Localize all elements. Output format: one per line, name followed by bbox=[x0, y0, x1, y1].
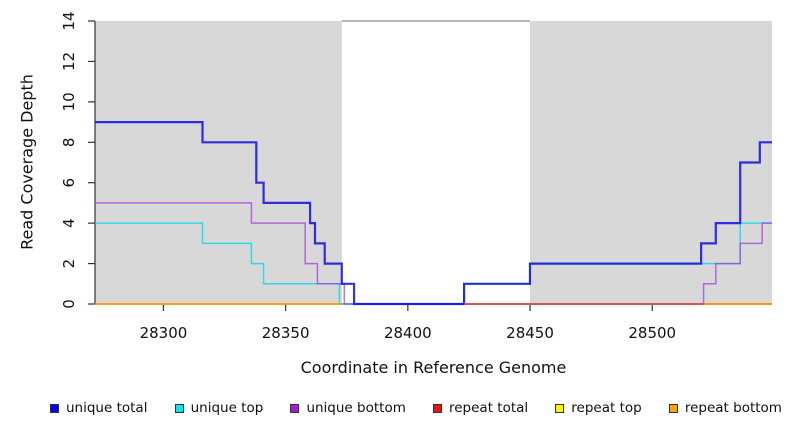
legend-item-unique-top: unique top bbox=[174, 400, 264, 416]
y-tick-label: 4 bbox=[60, 218, 78, 228]
coverage-plot-canvas: 0 2 4 6 8 10 12 14 28300 28350 28400 28450 28500 bbox=[60, 11, 772, 342]
legend-label-repeat-bottom: repeat bottom bbox=[684, 400, 782, 416]
repeat-bottom-swatch-icon bbox=[668, 403, 678, 413]
x-tick-label: 28350 bbox=[262, 324, 310, 342]
y-tick-label: 10 bbox=[60, 92, 78, 111]
y-tick-label: 8 bbox=[60, 138, 78, 148]
legend: unique total unique top unique bottom re… bbox=[0, 396, 792, 420]
legend-item-unique-total: unique total bbox=[50, 400, 147, 416]
x-tick-label: 28450 bbox=[506, 324, 554, 342]
x-tick-label: 28400 bbox=[384, 324, 432, 342]
repeat-top-swatch-icon bbox=[555, 403, 565, 413]
y-tick-label: 12 bbox=[60, 52, 78, 71]
repeat-region-shading bbox=[530, 21, 772, 304]
y-tick-label: 0 bbox=[60, 299, 78, 309]
legend-label-repeat-top: repeat top bbox=[571, 400, 642, 416]
legend-label-unique-top: unique top bbox=[190, 400, 264, 416]
repeat-total-swatch-icon bbox=[432, 403, 442, 413]
legend-label-unique-bottom: unique bottom bbox=[306, 400, 406, 416]
x-tick-label: 28500 bbox=[628, 324, 676, 342]
unique-top-swatch-icon bbox=[174, 403, 184, 413]
legend-label-unique-total: unique total bbox=[66, 400, 148, 416]
legend-item-unique-bottom: unique bottom bbox=[290, 400, 406, 416]
legend-item-repeat-total: repeat total bbox=[432, 400, 529, 416]
series-unique-total bbox=[95, 121, 772, 306]
y-tick-label: 14 bbox=[60, 11, 78, 30]
y-tick-label: 2 bbox=[60, 259, 78, 269]
unique-total-swatch-icon bbox=[50, 403, 59, 413]
y-axis-title: Read Coverage Depth bbox=[17, 74, 37, 250]
legend-item-repeat-bottom: repeat bottom bbox=[668, 400, 782, 416]
repeat-region-shading bbox=[95, 21, 342, 304]
coverage-chart: 0 2 4 6 8 10 12 14 28300 28350 28400 28450 28500 Coo… bbox=[17, 11, 772, 377]
x-axis-title: Coordinate in Reference Genome bbox=[300, 358, 567, 377]
legend-label-repeat-total: repeat total bbox=[448, 400, 529, 416]
y-tick-label: 6 bbox=[60, 178, 78, 188]
x-tick-label: 28300 bbox=[140, 324, 188, 342]
unique-bottom-swatch-icon bbox=[290, 403, 300, 413]
legend-item-repeat-top: repeat top bbox=[555, 400, 642, 416]
